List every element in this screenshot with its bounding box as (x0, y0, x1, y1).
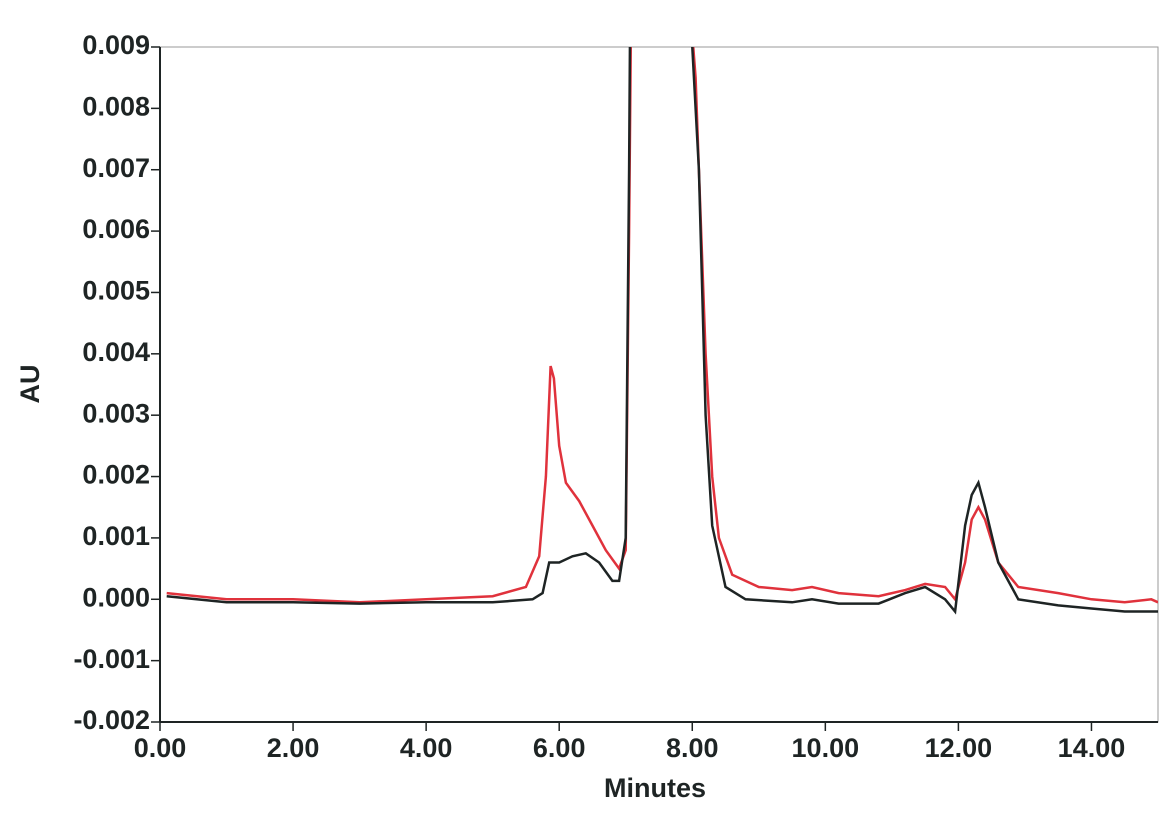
y-tick-label: 0.007 (82, 153, 150, 183)
x-tick-label: 0.00 (134, 733, 187, 763)
x-tick-label: 14.00 (1058, 733, 1126, 763)
series-line (166, 47, 1158, 615)
x-tick-label: 10.00 (792, 733, 860, 763)
y-tick-label: 0.001 (82, 521, 150, 551)
x-tick-label: 12.00 (925, 733, 993, 763)
y-tick-label: 0.009 (82, 30, 150, 60)
y-tick-label: -0.001 (73, 644, 150, 674)
y-tick-label: 0.008 (82, 91, 150, 121)
x-tick-label: 8.00 (666, 733, 719, 763)
plot-frame (159, 46, 1159, 723)
y-tick-label: 0.004 (82, 337, 150, 367)
y-tick-label: 0.000 (82, 582, 150, 612)
x-axis-label: Minutes (604, 773, 706, 803)
y-tick-label: -0.002 (73, 705, 150, 735)
x-tick-label: 2.00 (267, 733, 320, 763)
y-tick-label: 0.003 (82, 398, 150, 428)
y-tick-label: 0.005 (82, 276, 150, 306)
series-line (166, 47, 1158, 604)
y-tick-label: 0.006 (82, 214, 150, 244)
x-tick-label: 6.00 (533, 733, 586, 763)
y-axis-label: AU (15, 365, 45, 404)
y-tick-label: 0.002 (82, 460, 150, 490)
x-tick-label: 4.00 (400, 733, 453, 763)
